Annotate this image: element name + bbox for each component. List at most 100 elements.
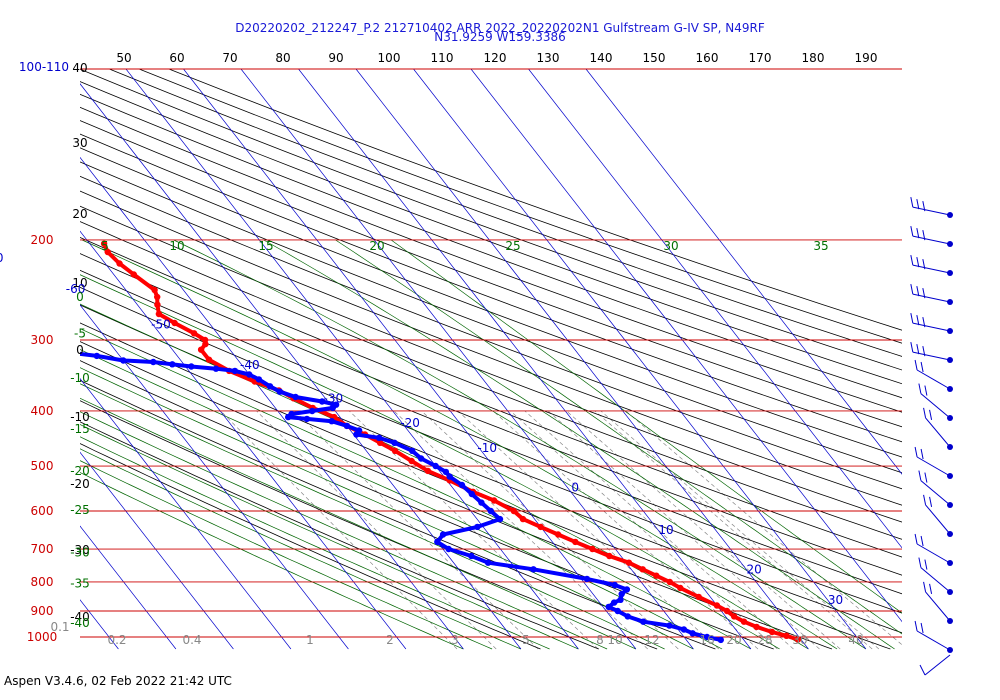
top-axis-label: 180 — [802, 51, 825, 65]
dry-adiabat-line — [80, 133, 902, 443]
temperature-profile-point — [783, 632, 790, 639]
dewpoint-profile-point — [303, 415, 311, 423]
dewpoint-profile-point — [468, 552, 475, 560]
dewpoint-profile-point — [605, 603, 612, 611]
temperature-profile-point — [424, 467, 432, 475]
temperature-profile-point — [151, 286, 158, 294]
mixing-ratio-label: 1 — [306, 633, 314, 647]
moist-adiabat-label: -40 — [70, 616, 90, 630]
mixing-ratio-label: 30 — [792, 633, 807, 647]
wind-barb-feather — [916, 228, 920, 239]
temperature-profile-point — [723, 607, 731, 615]
dewpoint-profile-point — [17, 328, 23, 334]
pressure-label: 300 — [31, 333, 54, 347]
wind-barb-feather — [914, 533, 918, 545]
dewpoint-profile-point — [255, 376, 263, 383]
moist-adiabat-label: -20 — [70, 464, 90, 478]
left-scale-label: 40 — [72, 61, 87, 75]
temperature-profile-point — [197, 346, 205, 353]
wind-barb-staff — [920, 567, 951, 593]
wind-barb-feather — [916, 199, 920, 210]
dewpoint-profile-point — [409, 447, 416, 454]
wind-barb-staff — [920, 393, 951, 419]
left-scale-label: -20 — [70, 477, 90, 491]
wind-barb-feather — [922, 346, 926, 357]
wind-barb-feather — [923, 581, 927, 592]
mixing-ratio-label: 0.4 — [182, 633, 201, 647]
dry-adiabat-line — [168, 68, 902, 331]
temperature-profile-point — [116, 260, 123, 267]
dewpoint-profile-point — [150, 358, 157, 366]
dewpoint-profile-point — [120, 357, 127, 364]
top-axis-label: 70 — [222, 51, 237, 65]
mixing-ratio-line — [510, 410, 778, 650]
wind-barb-feather — [919, 664, 926, 676]
plot-area — [10, 68, 902, 650]
dewpoint-profile-point — [530, 566, 537, 573]
dry-adiabat-line — [80, 161, 902, 474]
left-scale-label: -30 — [70, 543, 90, 557]
moist-adiabat-label: 0 — [76, 290, 84, 304]
moist-adiabat-label: -15 — [70, 422, 90, 436]
moist-adiabat-line — [80, 349, 723, 650]
dewpoint-profile-point — [417, 455, 425, 462]
top-axis-label: 190 — [855, 51, 878, 65]
pressure-label: 500 — [31, 459, 54, 473]
dewpoint-profile-point — [484, 559, 492, 566]
dewpoint-profile-point — [434, 538, 441, 546]
wind-barb-feather — [918, 470, 922, 481]
dewpoint-profile-point — [343, 422, 351, 430]
top-axis-label: 80 — [275, 51, 290, 65]
isotherm-line — [80, 156, 464, 650]
dewpoint-profile-point — [446, 473, 453, 480]
dewpoint-profile-point — [717, 636, 724, 644]
mixing-ratio-label: 2 — [386, 633, 394, 647]
dry-adiabat-line — [80, 93, 902, 399]
top-axis-label: 90 — [328, 51, 343, 65]
dewpoint-profile-point — [212, 365, 220, 372]
isotherm-line — [413, 68, 867, 650]
temperature-profile-point — [639, 566, 646, 573]
wind-barb-feather — [910, 313, 914, 324]
temperature-profile-point — [100, 240, 108, 247]
isotherm-label: 0 — [571, 480, 579, 494]
mixing-ratio-label: 10 — [607, 633, 622, 647]
left-scale-label: 0 — [76, 343, 84, 357]
wind-barb-feather — [920, 448, 924, 460]
temperature-profile-point — [768, 628, 776, 636]
top-axis-label: 150 — [643, 51, 666, 65]
isotherm-line — [528, 68, 902, 549]
moist-adiabat-line — [80, 472, 464, 650]
isotherm-line — [80, 451, 234, 650]
temperature-profile-point — [171, 319, 178, 327]
wind-barb-feather — [922, 288, 926, 299]
moist-adiabat-line — [80, 436, 550, 650]
wind-barb-feather — [922, 317, 926, 328]
top-axis-label: 160 — [696, 51, 719, 65]
dewpoint-profile-point — [266, 383, 274, 390]
top-axis-label: 50 — [116, 51, 131, 65]
moist-adiabat-line — [390, 239, 902, 614]
wind-barb-staff — [920, 480, 951, 506]
wind-barb-feather — [910, 255, 914, 266]
isotherm-label: -70 — [0, 251, 4, 265]
temperature-profile-point — [653, 572, 660, 579]
wind-barb-staff — [925, 591, 951, 622]
dewpoint-profile-point — [614, 607, 621, 615]
top-axis-label: 100 — [378, 51, 401, 65]
wind-barb-feather — [916, 257, 920, 268]
dewpoint-profile-point — [318, 398, 326, 405]
dry-adiabat-line — [109, 68, 902, 357]
left-scale-label: 20 — [72, 207, 87, 221]
wind-barb-feather — [923, 494, 927, 505]
temperature-profile-line — [102, 241, 800, 642]
mixing-ratio-line — [220, 410, 458, 650]
temperature-profile-point — [606, 552, 613, 560]
mixing-ratio-line — [524, 410, 794, 650]
dewpoint-profile-point — [10, 297, 16, 303]
dewpoint-profile-point — [442, 468, 450, 476]
wind-barb-staff — [924, 654, 951, 676]
wind-barb-staff — [925, 504, 951, 535]
moist-adiabat-line — [80, 303, 780, 650]
dewpoint-profile-point — [16, 320, 22, 326]
